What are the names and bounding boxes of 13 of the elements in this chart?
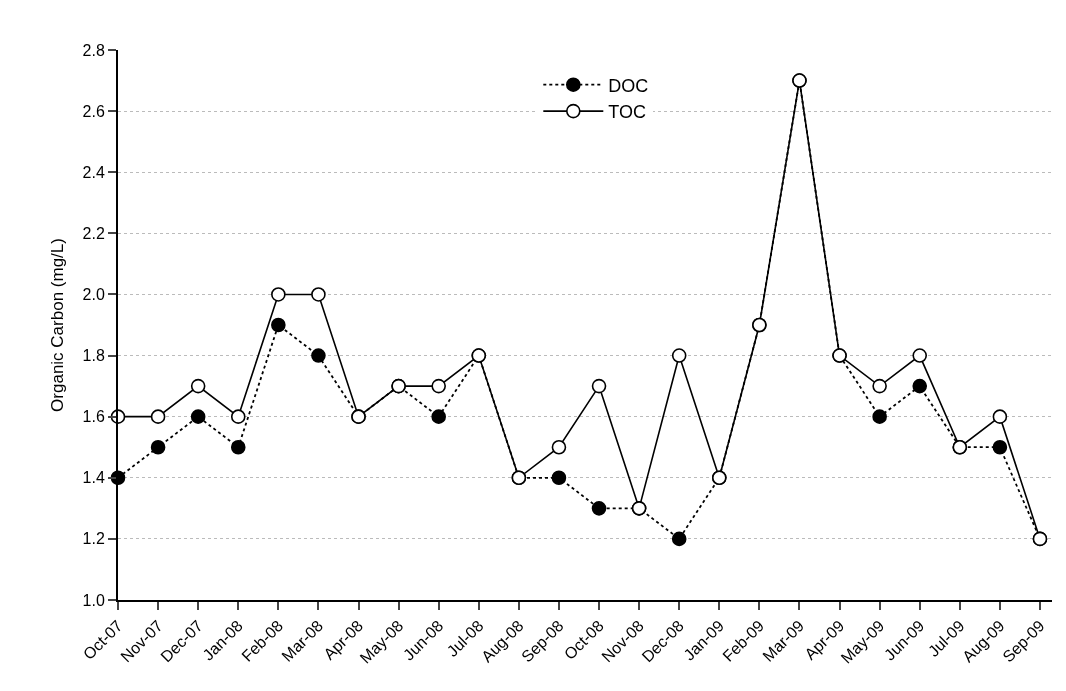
y-tick-label: 2.2	[82, 224, 105, 242]
legend-label: DOC	[608, 75, 649, 96]
y-tick-label: 1.6	[82, 408, 105, 426]
y-tick-label: 2.0	[82, 286, 105, 304]
y-tick-label: 1.8	[82, 347, 105, 365]
y-axis-title: Organic Carbon (mg/L)	[47, 238, 67, 412]
y-tick-label: 2.4	[82, 163, 105, 181]
y-tick-label: 1.0	[82, 591, 105, 609]
y-tick-label: 1.2	[82, 530, 105, 548]
y-tick-label: 2.8	[82, 41, 105, 59]
y-tick-label: 2.6	[82, 102, 105, 120]
y-tick-label: 1.4	[82, 469, 105, 487]
legend-label: TOC	[608, 102, 646, 123]
